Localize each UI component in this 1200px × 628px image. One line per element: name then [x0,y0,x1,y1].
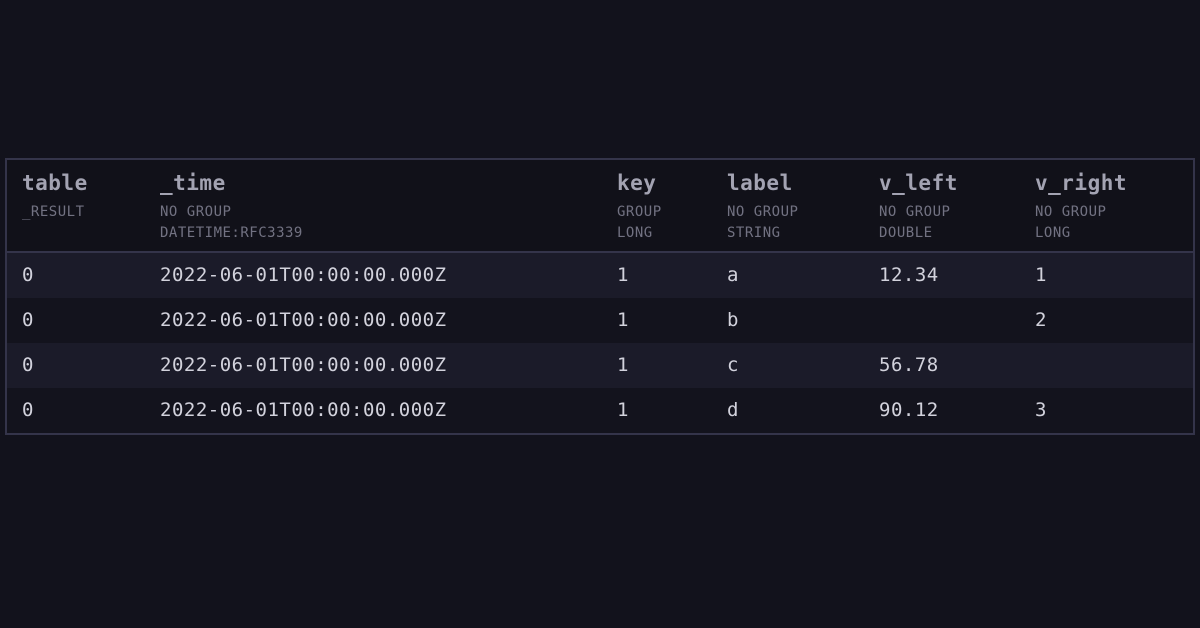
column-group: NO GROUP [727,204,799,220]
column-name: key [617,171,657,195]
table-cell: 1 [1035,264,1047,286]
column-name: v_right [1035,171,1128,195]
column-name: label [727,171,793,195]
table-cell: 90.12 [879,399,939,421]
column-group: NO GROUP [879,204,951,220]
table-row: 0 2022-06-01T00:00:00.000Z 1 b 2 [7,298,1193,343]
column-group: GROUP [617,204,662,220]
table-row: 0 2022-06-01T00:00:00.000Z 1 d 90.12 3 [7,388,1193,433]
table-cell: 2022-06-01T00:00:00.000Z [160,309,447,331]
table-cell: a [727,264,739,286]
table-cell: d [727,399,739,421]
table-cell: 2 [1035,309,1047,331]
column-group: NO GROUP [160,204,232,220]
table-cell: 1 [617,264,629,286]
table-cell: 12.34 [879,264,939,286]
table-cell: 0 [22,354,34,376]
table-cell: 56.78 [879,354,939,376]
table-cell: 0 [22,309,34,331]
table-cell: b [727,309,739,331]
table-cell: 2022-06-01T00:00:00.000Z [160,354,447,376]
table-header: table _RESULT _time NO GROUP DATETIME:RF… [7,160,1193,253]
column-group: _RESULT [22,204,85,220]
column-type: LONG [1035,225,1071,241]
table-row: 0 2022-06-01T00:00:00.000Z 1 a 12.34 1 [7,253,1193,298]
table-cell: 0 [22,399,34,421]
table-cell: 2022-06-01T00:00:00.000Z [160,264,447,286]
table-cell: 1 [617,309,629,331]
table-cell: 3 [1035,399,1047,421]
column-type: DATETIME:RFC3339 [160,225,303,241]
table-cell: 1 [617,354,629,376]
table-cell: 0 [22,264,34,286]
table-cell: 1 [617,399,629,421]
column-type: DOUBLE [879,225,933,241]
table-cell: 2022-06-01T00:00:00.000Z [160,399,447,421]
column-name: table [22,171,88,195]
column-type: LONG [617,225,653,241]
column-type: STRING [727,225,781,241]
table-cell: c [727,354,739,376]
result-table: table _RESULT _time NO GROUP DATETIME:RF… [5,158,1195,435]
column-name: _time [160,171,226,195]
table-row: 0 2022-06-01T00:00:00.000Z 1 c 56.78 [7,343,1193,388]
column-name: v_left [879,171,958,195]
column-group: NO GROUP [1035,204,1107,220]
